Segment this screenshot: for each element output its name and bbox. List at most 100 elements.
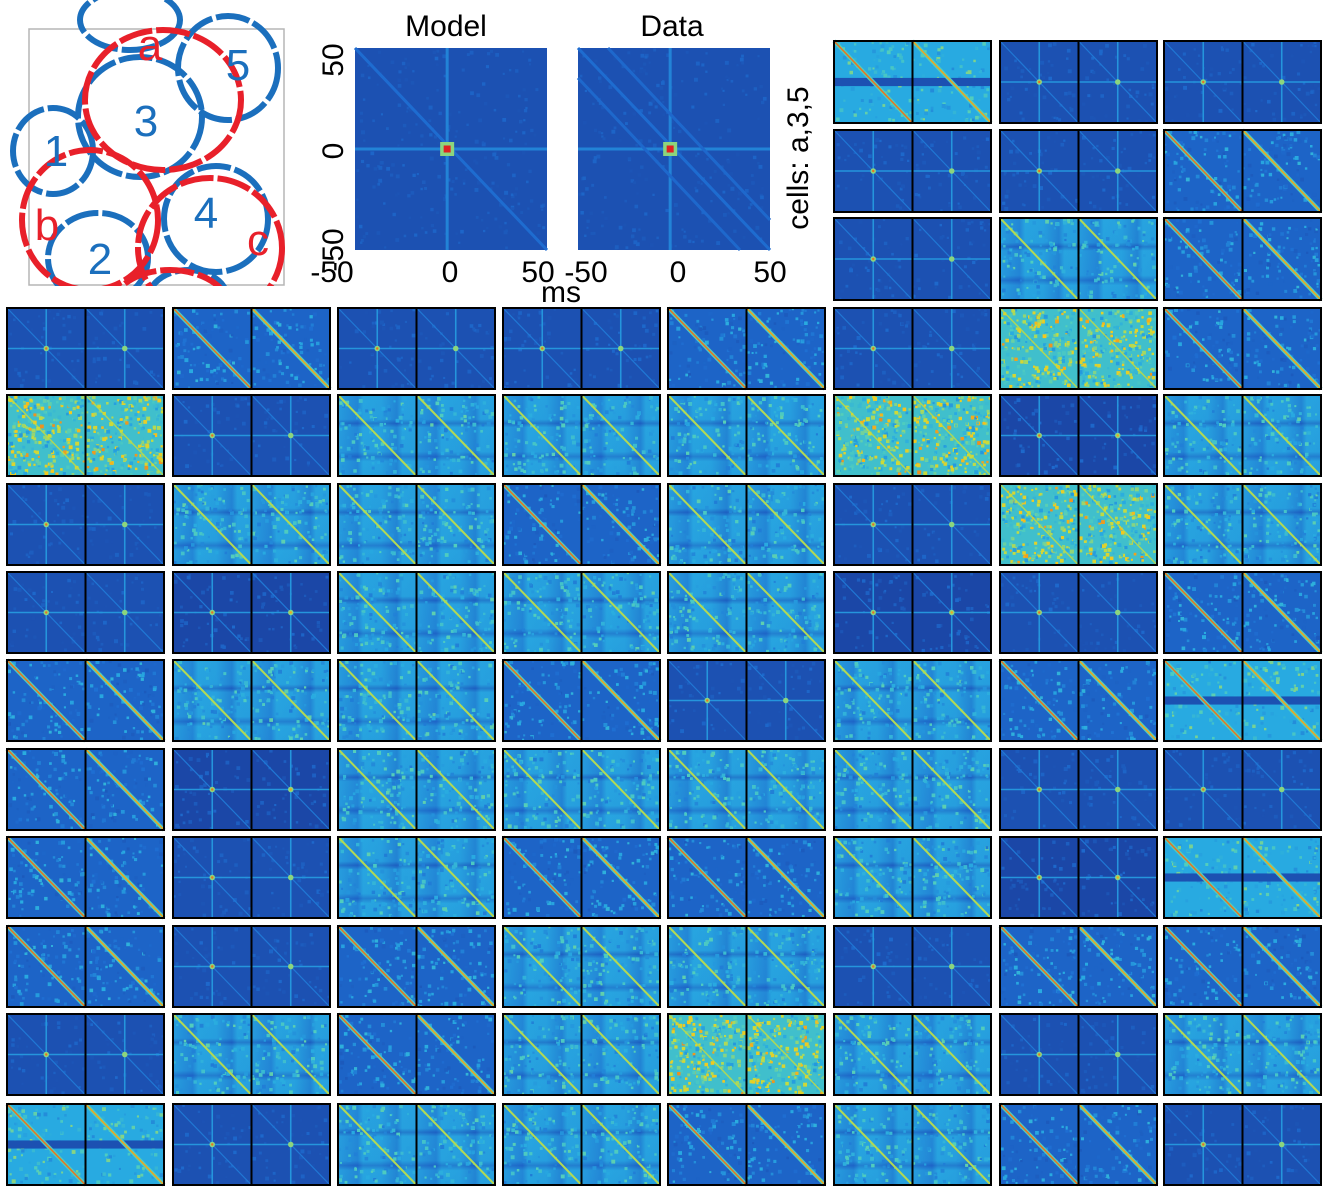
map-noise	[942, 269, 945, 272]
map-noise	[895, 425, 898, 428]
map-noise	[461, 410, 463, 412]
map-noise	[1266, 259, 1269, 262]
map-noise	[685, 314, 688, 317]
map-noise	[871, 93, 873, 95]
map-noise	[575, 421, 579, 425]
map-noise	[147, 397, 150, 400]
map-noise	[1221, 46, 1223, 48]
map-noise	[1048, 77, 1052, 81]
map-noise	[964, 175, 968, 179]
map-noise	[881, 156, 883, 158]
map-noise	[372, 325, 375, 328]
map-noise	[505, 433, 508, 436]
map-noise	[100, 470, 102, 472]
map-noise	[512, 313, 514, 315]
map-noise	[708, 401, 711, 404]
map-noise	[719, 137, 722, 140]
map-noise	[1036, 285, 1040, 289]
map-noise	[1296, 173, 1299, 176]
map-noise	[32, 433, 36, 437]
map-noise	[774, 411, 777, 414]
map-noise	[384, 369, 388, 373]
map-noise	[15, 430, 18, 433]
map-noise	[639, 69, 643, 73]
map-noise	[512, 422, 515, 425]
map-noise	[425, 231, 428, 234]
map-noise	[1001, 375, 1004, 378]
map-noise	[1284, 136, 1288, 140]
map-noise	[82, 452, 84, 454]
map-noise	[483, 230, 485, 232]
map-noise	[1020, 279, 1022, 281]
map-noise	[356, 437, 358, 439]
map-noise	[471, 384, 474, 387]
map-noise	[766, 465, 769, 468]
map-noise	[441, 404, 444, 407]
map-noise	[63, 439, 66, 442]
map-noise	[52, 424, 55, 427]
map-noise	[485, 410, 489, 414]
map-noise	[695, 235, 698, 238]
map-noise	[1140, 131, 1143, 134]
map-noise	[1196, 175, 1200, 179]
map-noise	[43, 322, 45, 324]
map-noise	[623, 112, 626, 115]
map-noise	[1260, 222, 1263, 225]
map-noise	[984, 229, 986, 231]
map-noise	[723, 385, 725, 387]
map-noise	[1284, 290, 1287, 293]
top-pair-r3-c3	[1164, 218, 1321, 300]
map-noise	[302, 427, 304, 429]
map-noise	[509, 330, 513, 334]
map-noise	[858, 454, 861, 457]
map-noise	[894, 438, 897, 441]
map-noise	[467, 422, 470, 425]
map-noise	[1226, 205, 1229, 208]
map-noise	[474, 430, 476, 432]
main-pair-r1-c6	[834, 308, 991, 389]
map-noise	[972, 119, 975, 122]
map-peak	[620, 347, 622, 349]
map-noise	[366, 446, 370, 450]
map-noise	[403, 397, 407, 401]
map-noise	[775, 415, 778, 418]
map-noise	[723, 213, 727, 217]
map-noise	[288, 356, 291, 359]
map-noise	[770, 345, 773, 348]
map-noise	[908, 424, 912, 428]
map-noise	[1219, 182, 1222, 185]
map-noise	[107, 458, 111, 462]
map-noise	[1190, 208, 1193, 211]
map-noise	[1280, 197, 1282, 199]
map-noise	[1144, 94, 1146, 96]
map-noise	[1176, 207, 1178, 209]
map-noise	[1009, 150, 1013, 154]
map-noise	[1011, 357, 1013, 359]
map-noise	[1275, 325, 1278, 328]
map-noise	[1220, 339, 1222, 341]
map-noise	[534, 134, 537, 137]
map-noise	[96, 377, 98, 379]
map-noise	[463, 182, 465, 184]
map-noise	[948, 470, 950, 472]
map-noise	[83, 461, 85, 463]
map-noise	[900, 435, 902, 437]
map-noise	[49, 468, 51, 470]
top-pair-r3-c2	[1000, 218, 1157, 300]
map-noise	[650, 243, 654, 247]
map-noise	[925, 433, 928, 436]
map-noise	[88, 458, 91, 461]
map-noise	[935, 282, 939, 286]
map-noise	[142, 460, 144, 462]
map-noise	[148, 429, 152, 433]
map-noise	[279, 400, 283, 404]
map-noise	[114, 327, 118, 331]
map-noise	[820, 457, 823, 460]
map-noise	[1062, 270, 1066, 274]
map-noise	[133, 402, 136, 405]
xtick-model-left: -50	[310, 256, 353, 289]
map-noise	[1126, 371, 1130, 375]
map-noise	[1090, 116, 1094, 120]
map-noise	[916, 164, 919, 167]
map-noise	[1199, 263, 1203, 267]
